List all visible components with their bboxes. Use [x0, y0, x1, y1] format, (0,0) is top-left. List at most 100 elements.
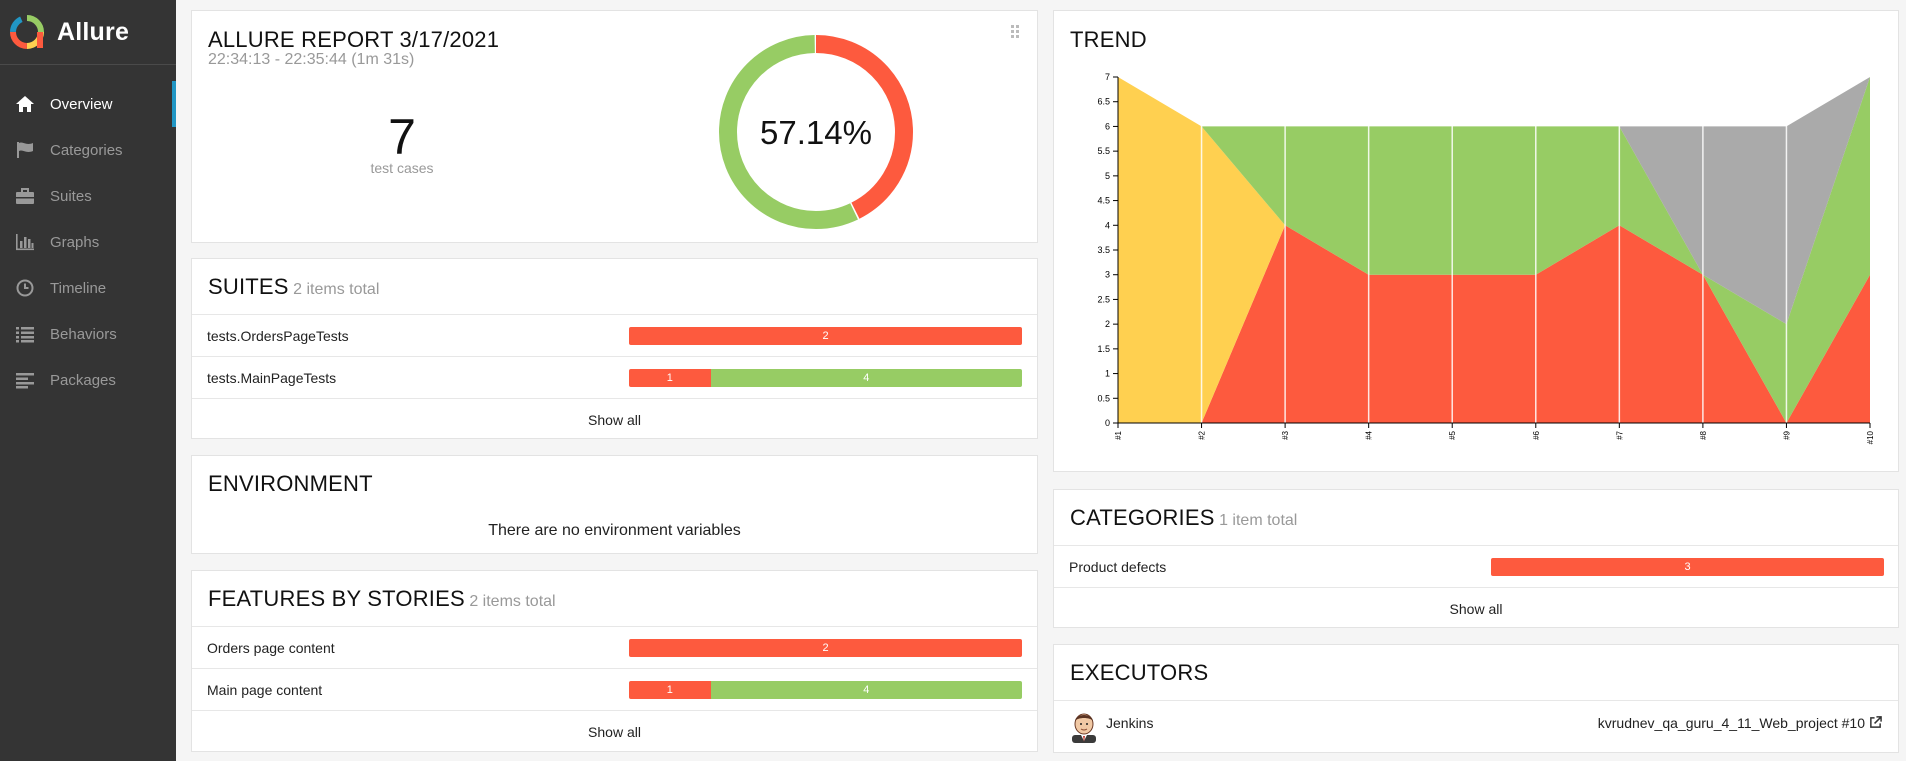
failed-segment: 1	[629, 680, 711, 699]
home-icon	[14, 95, 36, 113]
bar-chart-icon	[14, 233, 36, 251]
failed-segment: 2	[629, 326, 1022, 345]
report-time-range: 22:34:13 - 22:35:44 (1m 31s)	[208, 51, 415, 68]
category-name: Product defects	[1069, 558, 1167, 575]
feature-name: Orders page content	[207, 639, 335, 656]
passed-segment: 4	[710, 680, 1022, 699]
trend-y-tick-label: 3.5	[1097, 245, 1110, 255]
test-count-label: test cases	[370, 160, 434, 176]
suites-total: 2 items total	[293, 281, 380, 298]
suite-name: tests.OrdersPageTests	[207, 327, 349, 344]
trend-x-tick-label: #10	[1866, 430, 1875, 444]
table-row[interactable]: tests.OrdersPageTests 2	[192, 314, 1037, 356]
list-icon	[14, 325, 36, 343]
trend-x-tick-label: #6	[1532, 430, 1541, 439]
sidebar-nav: Overview Categories Suites Graphs Timeli…	[0, 65, 176, 403]
external-link-icon	[1870, 716, 1882, 728]
trend-y-tick-label: 4	[1105, 220, 1110, 230]
features-title: FEATURES BY STORIES	[208, 586, 465, 611]
status-bar: 2	[629, 326, 1022, 345]
trend-area-unknown	[1118, 77, 1870, 325]
sidebar-item-label: Timeline	[50, 279, 107, 297]
suites-show-all-link[interactable]: Show all	[192, 398, 1037, 440]
trend-x-tick-label: #5	[1448, 430, 1457, 439]
trend-y-tick-label: 0.5	[1097, 393, 1110, 403]
summary-widget: ALLURE REPORT 3/17/2021 22:34:13 - 22:35…	[191, 10, 1038, 243]
table-row[interactable]: tests.MainPageTests 1 4	[192, 356, 1037, 398]
trend-y-tick-label: 3	[1105, 270, 1110, 280]
sidebar-item-label: Suites	[50, 187, 92, 205]
clock-icon	[14, 279, 36, 297]
sidebar-item-behaviors[interactable]: Behaviors	[0, 311, 176, 357]
executor-name: Jenkins	[1106, 715, 1154, 731]
brand[interactable]: Allure	[0, 0, 176, 65]
environment-empty-text: There are no environment variables	[488, 522, 741, 539]
briefcase-icon	[14, 187, 36, 205]
trend-y-tick-label: 2.5	[1097, 294, 1110, 304]
trend-x-tick-label: #9	[1782, 430, 1791, 439]
features-total: 2 items total	[469, 593, 556, 610]
trend-x-tick-label: #4	[1365, 430, 1374, 439]
status-bar: 1 4	[629, 368, 1022, 387]
allure-logo-icon	[10, 15, 44, 49]
trend-y-tick-label: 6	[1105, 121, 1110, 131]
sidebar-item-label: Categories	[50, 141, 123, 159]
executors-title: EXECUTORS	[1070, 660, 1209, 685]
trend-chart[interactable]: 0 0.5 1 1.5 2 2.5 3 3.5 4 4.5 5 5.5 6 6.5 7 #1 #2 #3 #4 #5 #…	[1054, 11, 1900, 473]
success-rate-value: 57.14%	[760, 114, 872, 151]
environment-widget: ENVIRONMENT There are no environment var…	[191, 455, 1038, 554]
categories-title: CATEGORIES	[1070, 505, 1215, 530]
trend-y-tick-label: 2	[1105, 319, 1110, 329]
trend-x-tick-label: #2	[1198, 430, 1207, 439]
sidebar-item-timeline[interactable]: Timeline	[0, 265, 176, 311]
app-name: Allure	[57, 17, 130, 46]
status-bar: 2	[629, 638, 1022, 657]
trend-x-tick-label: #7	[1615, 430, 1624, 439]
trend-area-passed	[1118, 77, 1870, 423]
trend-title: TREND	[1070, 27, 1147, 52]
table-row[interactable]: Main page content 1 4	[192, 668, 1037, 710]
trend-y-tick-label: 6.5	[1097, 97, 1110, 107]
environment-title: ENVIRONMENT	[208, 471, 373, 496]
drag-handle-icon[interactable]	[1011, 25, 1021, 39]
trend-x-tick-label: #1	[1114, 430, 1123, 439]
categories-show-all-link[interactable]: Show all	[1054, 587, 1898, 629]
failed-segment: 3	[1491, 557, 1884, 576]
success-rate-donut[interactable]: 57.14%	[716, 32, 916, 232]
trend-area-failed	[1118, 225, 1870, 423]
trend-x-tick-label: #3	[1281, 430, 1290, 439]
donut-failed-arc	[719, 35, 913, 229]
failed-segment: 2	[629, 638, 1022, 657]
trend-y-tick-label: 5	[1105, 171, 1110, 181]
suites-widget: SUITES 2 items total tests.OrdersPageTes…	[191, 258, 1038, 439]
sidebar-item-suites[interactable]: Suites	[0, 173, 176, 219]
status-bar: 1 4	[629, 680, 1022, 699]
sidebar-item-packages[interactable]: Packages	[0, 357, 176, 403]
feature-name: Main page content	[207, 681, 323, 698]
trend-y-tick-label: 5.5	[1097, 146, 1110, 156]
features-widget: FEATURES BY STORIES 2 items total Orders…	[191, 570, 1038, 752]
sidebar: Allure Overview Categories Suites Graphs	[0, 0, 176, 761]
sidebar-item-overview[interactable]: Overview	[0, 81, 176, 127]
sidebar-item-label: Graphs	[50, 233, 100, 251]
table-row[interactable]: Orders page content 2	[192, 626, 1037, 668]
trend-y-tick-label: 0	[1105, 418, 1110, 428]
donut-passed-arc	[719, 35, 913, 229]
suites-title: SUITES	[208, 274, 289, 299]
executor-row[interactable]: Jenkins kvrudnev_qa_guru_4_11_Web_projec…	[1054, 700, 1898, 753]
sidebar-item-graphs[interactable]: Graphs	[0, 219, 176, 265]
trend-y-tick-label: 7	[1105, 72, 1110, 82]
passed-segment: 4	[710, 368, 1022, 387]
table-row[interactable]: Product defects 3	[1054, 545, 1898, 587]
executor-build-link[interactable]: kvrudnev_qa_guru_4_11_Web_project #10	[1598, 715, 1882, 731]
trend-y-tick-label: 4.5	[1097, 196, 1110, 206]
jenkins-avatar-icon	[1072, 713, 1096, 743]
trend-x-tick-label: #8	[1699, 430, 1708, 439]
trend-y-tick-label: 1	[1105, 369, 1110, 379]
status-bar: 3	[1491, 557, 1884, 576]
trend-area-broken	[1118, 77, 1870, 423]
sidebar-item-categories[interactable]: Categories	[0, 127, 176, 173]
trend-y-tick-label: 1.5	[1097, 344, 1110, 354]
features-show-all-link[interactable]: Show all	[192, 710, 1037, 752]
test-count: 7	[388, 109, 416, 165]
